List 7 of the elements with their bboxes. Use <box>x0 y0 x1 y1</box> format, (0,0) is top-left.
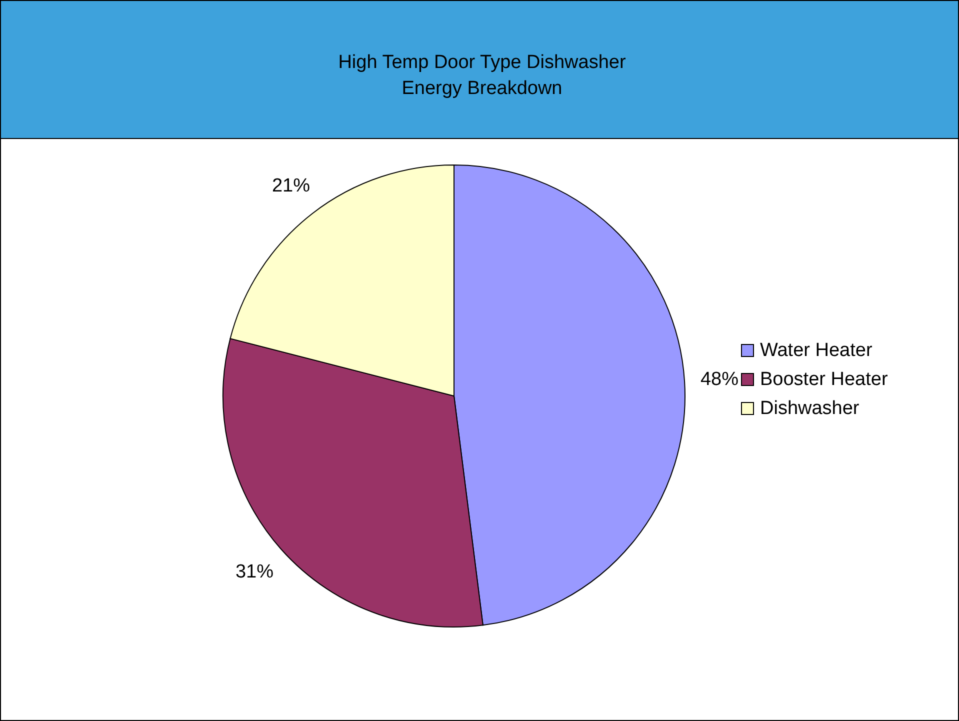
legend-label: Dishwasher <box>760 397 860 421</box>
chart-title: High Temp Door Type Dishwasher Energy Breakdown <box>337 51 627 101</box>
data-label: 48% <box>700 368 739 390</box>
data-label: 31% <box>235 561 274 582</box>
legend-label: Booster Heater <box>760 368 888 392</box>
data-label: 21% <box>272 175 310 196</box>
legend-label: Water Heater <box>760 339 872 363</box>
